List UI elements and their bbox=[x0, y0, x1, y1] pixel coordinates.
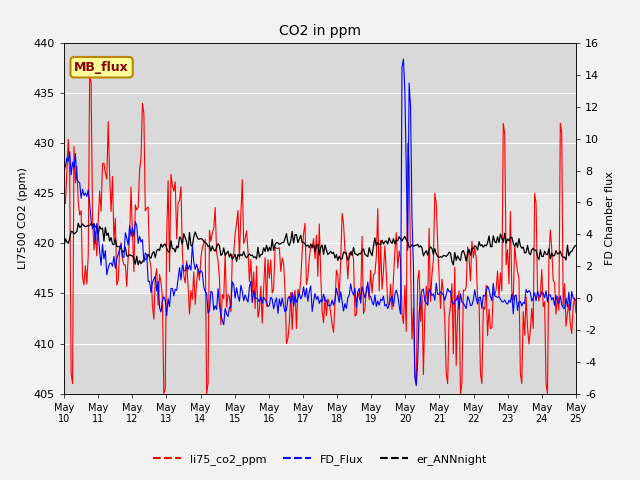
Y-axis label: LI7500 CO2 (ppm): LI7500 CO2 (ppm) bbox=[18, 168, 28, 269]
Y-axis label: FD Chamber flux: FD Chamber flux bbox=[605, 171, 614, 265]
Text: MB_flux: MB_flux bbox=[74, 61, 129, 74]
Bar bbox=[64, 293, 576, 394]
Title: CO2 in ppm: CO2 in ppm bbox=[279, 24, 361, 38]
Bar bbox=[64, 43, 576, 193]
Legend: li75_co2_ppm, FD_Flux, er_ANNnight: li75_co2_ppm, FD_Flux, er_ANNnight bbox=[148, 450, 492, 469]
